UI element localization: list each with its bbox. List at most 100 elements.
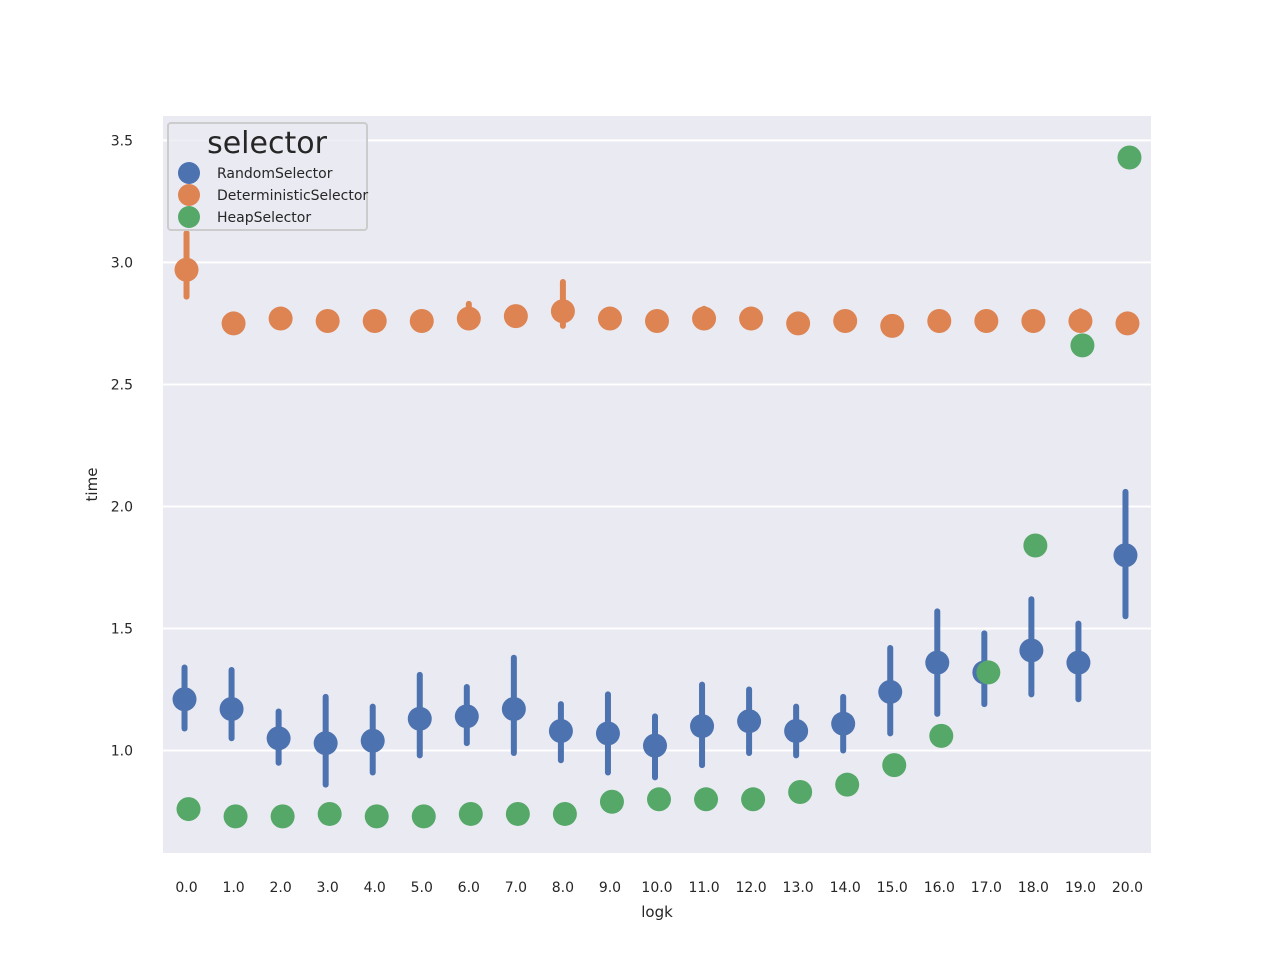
data-point [831, 711, 856, 736]
data-point [927, 308, 952, 333]
x-tick-label: 11.0 [688, 880, 719, 896]
data-point [174, 257, 199, 282]
y-tick-labels: 1.0 1.5 2.0 2.5 3.0 3.5 [111, 133, 133, 759]
data-point [1117, 145, 1142, 170]
series-DeterministicSelector [174, 230, 1140, 338]
x-tick-labels: 0.0 1.0 2.0 3.0 4.0 5.0 6.0 7.0 8.0 9.0 10.0 11.0 12… [175, 880, 1143, 896]
y-tick-label: 1.0 [111, 744, 133, 760]
data-point [456, 306, 481, 331]
y-tick-label: 1.5 [111, 621, 133, 637]
x-tick-label: 1.0 [222, 880, 244, 896]
x-tick-label: 0.0 [175, 880, 197, 896]
data-point [219, 697, 244, 722]
data-point [266, 726, 291, 751]
data-point [929, 723, 954, 748]
data-point [599, 789, 624, 814]
data-point [882, 753, 907, 778]
x-tick-label: 6.0 [458, 880, 480, 896]
legend-entries: RandomSelector DeterministicSelector HeapS… [178, 162, 368, 228]
x-tick-label: 7.0 [505, 880, 527, 896]
y-tick-label: 3.5 [111, 133, 133, 149]
data-point [739, 306, 764, 331]
x-tick-label: 18.0 [1018, 880, 1049, 896]
data-point [270, 804, 295, 829]
data-point [550, 299, 575, 324]
data-point [1068, 308, 1093, 333]
data-point [411, 804, 436, 829]
data-point [223, 804, 248, 829]
x-tick-label: 2.0 [269, 880, 291, 896]
data-point [597, 306, 622, 331]
data-point [362, 308, 387, 333]
data-point [503, 304, 528, 329]
data-point [1021, 308, 1046, 333]
data-point [268, 306, 293, 331]
data-point [409, 308, 434, 333]
data-point [737, 709, 762, 734]
data-point [1113, 543, 1138, 568]
data-point [313, 731, 338, 756]
data-point [1019, 638, 1044, 663]
data-point [315, 308, 340, 333]
data-point [595, 721, 620, 746]
data-point [788, 779, 813, 804]
data-point [976, 660, 1001, 685]
legend-marker [178, 206, 200, 228]
data-point [360, 728, 385, 753]
data-point [925, 650, 950, 675]
x-tick-label: 20.0 [1112, 880, 1143, 896]
data-point [741, 787, 766, 812]
legend-marker [178, 162, 200, 184]
y-axis-title: time [83, 468, 101, 502]
x-tick-label: 13.0 [783, 880, 814, 896]
legend-title: selector [207, 126, 327, 161]
data-point [317, 801, 342, 826]
x-tick-label: 10.0 [641, 880, 672, 896]
x-tick-label: 12.0 [736, 880, 767, 896]
x-tick-label: 19.0 [1065, 880, 1096, 896]
data-point [407, 706, 432, 731]
data-point [878, 679, 903, 704]
data-point [454, 704, 479, 729]
data-point [784, 718, 809, 743]
series-RandomSelector [172, 488, 1138, 788]
data-point [1070, 333, 1095, 358]
data-point [458, 801, 483, 826]
y-tick-label: 2.5 [111, 377, 133, 393]
data-point [645, 308, 669, 333]
y-tick-label: 3.0 [111, 255, 133, 271]
data-point [1023, 533, 1048, 558]
data-point [364, 804, 389, 829]
x-axis-title: logk [641, 903, 673, 921]
data-point [1115, 311, 1140, 336]
data-point [221, 311, 246, 336]
data-point [880, 313, 905, 338]
legend: selector RandomSelector DeterministicSele… [167, 122, 368, 231]
x-tick-label: 16.0 [924, 880, 955, 896]
series-layer [172, 145, 1142, 829]
data-point [690, 714, 715, 739]
data-point [647, 787, 671, 812]
data-point [501, 697, 526, 722]
data-point [643, 733, 667, 758]
x-tick-label: 8.0 [552, 880, 574, 896]
data-point [548, 718, 573, 743]
x-tick-label: 9.0 [599, 880, 621, 896]
data-point [172, 687, 197, 712]
x-tick-label: 4.0 [364, 880, 386, 896]
x-tick-label: 3.0 [317, 880, 339, 896]
x-tick-label: 5.0 [411, 880, 433, 896]
x-tick-label: 15.0 [877, 880, 908, 896]
legend-entry-label: HeapSelector [217, 210, 311, 226]
legend-entry-label: RandomSelector [217, 166, 333, 182]
data-point [974, 308, 999, 333]
series-HeapSelector [176, 145, 1142, 829]
data-point [835, 772, 860, 797]
y-tick-label: 2.0 [111, 499, 133, 515]
x-tick-label: 17.0 [971, 880, 1002, 896]
legend-marker [178, 184, 200, 206]
legend-entry-label: DeterministicSelector [217, 188, 368, 204]
data-point [505, 801, 530, 826]
data-point [1066, 650, 1091, 675]
